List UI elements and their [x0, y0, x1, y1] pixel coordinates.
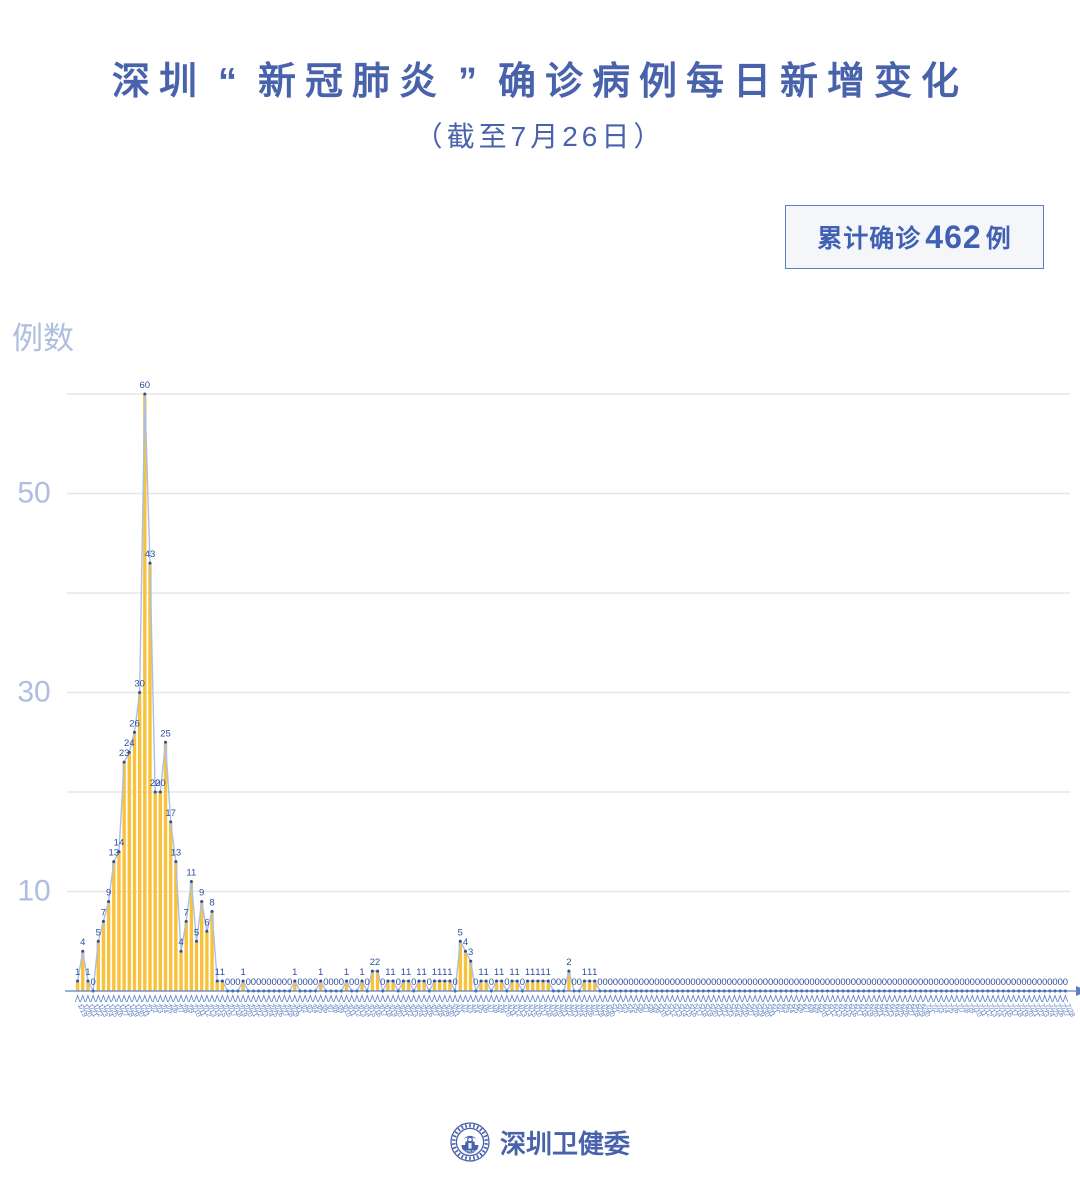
svg-text:0: 0 — [313, 977, 318, 988]
svg-text:0: 0 — [427, 977, 432, 988]
svg-text:0: 0 — [411, 977, 416, 988]
svg-text:3: 3 — [468, 947, 473, 958]
svg-text:7: 7 — [101, 907, 106, 918]
svg-text:1: 1 — [75, 967, 80, 978]
svg-text:0: 0 — [1063, 977, 1068, 988]
svg-text:24: 24 — [124, 738, 135, 749]
svg-text:23: 23 — [119, 748, 130, 759]
svg-text:8: 8 — [209, 897, 214, 908]
svg-text:17: 17 — [165, 808, 176, 819]
svg-text:0: 0 — [396, 977, 401, 988]
svg-text:9: 9 — [106, 887, 111, 898]
svg-text:0: 0 — [520, 977, 525, 988]
svg-text:30: 30 — [17, 676, 50, 709]
svg-text:50: 50 — [17, 477, 50, 510]
svg-text:25: 25 — [160, 728, 171, 739]
svg-text:2: 2 — [566, 957, 571, 968]
svg-text:0: 0 — [380, 977, 385, 988]
svg-text:10: 10 — [17, 875, 50, 908]
svg-text:6: 6 — [204, 917, 209, 928]
svg-text:26: 26 — [129, 718, 140, 729]
svg-text:30: 30 — [134, 679, 145, 690]
svg-text:13: 13 — [109, 848, 120, 859]
svg-text:5: 5 — [96, 927, 101, 938]
svg-text:4: 4 — [178, 937, 183, 948]
svg-text:0: 0 — [577, 977, 582, 988]
svg-text:0: 0 — [90, 977, 95, 988]
svg-text:SZWJW: SZWJW — [463, 1150, 477, 1154]
svg-text:4: 4 — [80, 937, 85, 948]
svg-text:20: 20 — [155, 778, 166, 789]
svg-text:0: 0 — [473, 977, 478, 988]
svg-text:60: 60 — [140, 380, 151, 391]
svg-text:0: 0 — [354, 977, 359, 988]
svg-text:5: 5 — [194, 927, 199, 938]
svg-text:7: 7 — [184, 907, 189, 918]
svg-text:0: 0 — [365, 977, 370, 988]
svg-text:11: 11 — [186, 868, 196, 879]
svg-text:43: 43 — [145, 549, 156, 560]
svg-text:0: 0 — [489, 977, 494, 988]
svg-text:14: 14 — [114, 838, 125, 849]
svg-text:0: 0 — [287, 977, 292, 988]
svg-text:0: 0 — [452, 977, 457, 988]
svg-text:0: 0 — [504, 977, 509, 988]
svg-text:0: 0 — [235, 977, 240, 988]
svg-text:0: 0 — [339, 977, 344, 988]
svg-text:0: 0 — [561, 977, 566, 988]
svg-text:9: 9 — [199, 887, 204, 898]
svg-text:2: 2 — [375, 957, 380, 968]
svg-text:13: 13 — [171, 848, 182, 859]
